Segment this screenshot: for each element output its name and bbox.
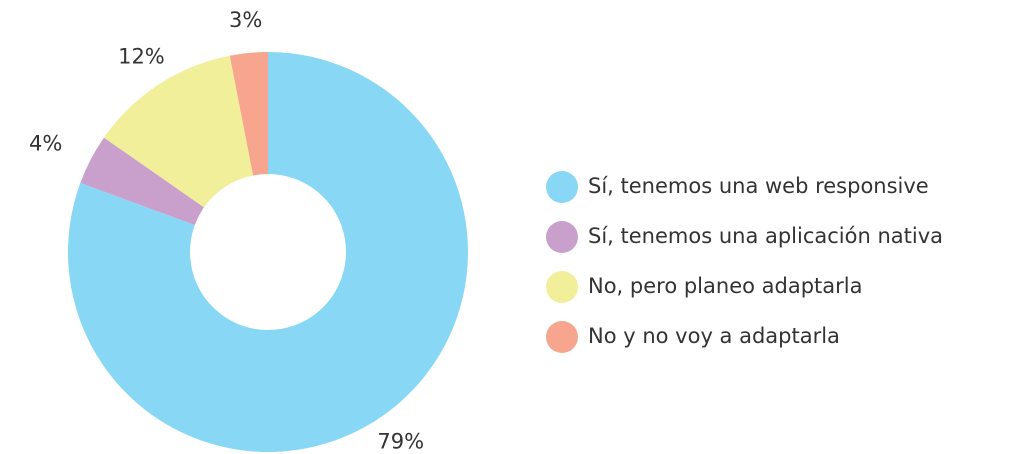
legend-swatch <box>546 171 578 203</box>
legend-label: Sí, tenemos una web responsive <box>588 174 929 198</box>
value-label: 4% <box>29 132 62 156</box>
legend-swatch <box>546 221 578 253</box>
slice <box>80 137 205 226</box>
legend-label: No y no voy a adaptarla <box>588 324 840 348</box>
value-label: 12% <box>118 45 165 69</box>
legend-label: Sí, tenemos una aplicación nativa <box>588 224 943 248</box>
slice <box>103 55 254 208</box>
legend-label: No, pero planeo adaptarla <box>588 274 862 298</box>
legend-swatch <box>546 271 578 303</box>
value-label: 79% <box>377 429 424 453</box>
slice <box>67 52 468 452</box>
slice <box>229 52 268 176</box>
value-label: 3% <box>229 8 262 32</box>
legend-swatch <box>546 321 578 353</box>
